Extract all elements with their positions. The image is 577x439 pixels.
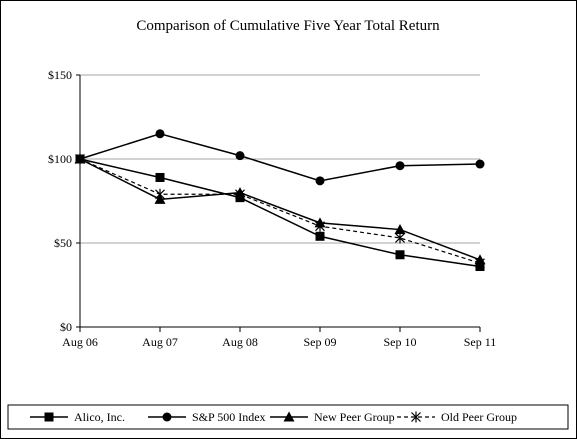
chart-title: Comparison of Cumulative Five Year Total… <box>136 18 440 34</box>
series-alico-inc <box>75 154 485 272</box>
legend-marker <box>162 412 172 422</box>
y-tick-label: $100 <box>48 152 72 166</box>
x-tick-label: Sep 09 <box>304 335 337 349</box>
x-tick-label: Sep 11 <box>464 335 497 349</box>
data-point <box>475 159 485 169</box>
data-point <box>235 188 245 200</box>
x-tick-label: Aug 07 <box>142 335 178 349</box>
series-line <box>79 133 481 182</box>
legend-label: S&P 500 Index <box>192 410 266 424</box>
data-point <box>155 188 165 200</box>
data-point <box>395 250 405 260</box>
series-new-peer-group <box>74 153 486 265</box>
series-old-peer-group <box>75 153 485 269</box>
legend-marker <box>44 412 54 422</box>
x-tick-label: Sep 10 <box>384 335 417 349</box>
y-tick-label: $150 <box>48 68 72 82</box>
legend-label: Old Peer Group <box>441 410 517 424</box>
x-tick-label: Aug 08 <box>222 335 258 349</box>
data-point <box>315 231 325 241</box>
series-s-p-500-index <box>75 129 485 186</box>
legend-label: New Peer Group <box>314 410 395 424</box>
data-point <box>475 257 485 269</box>
data-point <box>155 172 165 182</box>
legend-marker <box>283 411 295 422</box>
data-point <box>315 220 325 232</box>
series-line <box>79 158 481 261</box>
x-tick-label: Aug 06 <box>62 335 98 349</box>
data-point <box>315 176 325 186</box>
data-point <box>235 151 245 161</box>
y-tick-label: $0 <box>60 320 72 334</box>
y-tick-label: $50 <box>54 236 72 250</box>
data-point <box>395 232 405 244</box>
plot-area: $0 $50 $100 $150 Aug 06 Aug 07 Aug 08 Sep 09 Sep… <box>48 68 496 349</box>
legend: Alico, Inc. S&P 500 Index New Peer Group Ol… <box>7 404 569 430</box>
data-point <box>75 153 85 165</box>
series-line <box>79 158 481 268</box>
data-point <box>395 161 405 171</box>
series-line <box>79 158 481 264</box>
data-point <box>394 224 406 235</box>
legend-marker <box>411 411 421 423</box>
legend-label: Alico, Inc. <box>74 410 125 424</box>
data-point <box>155 129 165 139</box>
